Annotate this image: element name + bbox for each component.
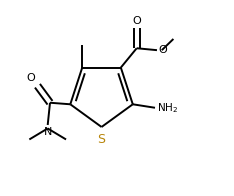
- Text: O: O: [158, 45, 167, 55]
- Text: O: O: [132, 16, 141, 26]
- Text: O: O: [27, 74, 36, 83]
- Text: NH$_2$: NH$_2$: [157, 101, 178, 115]
- Text: S: S: [98, 133, 106, 146]
- Text: N: N: [44, 127, 52, 137]
